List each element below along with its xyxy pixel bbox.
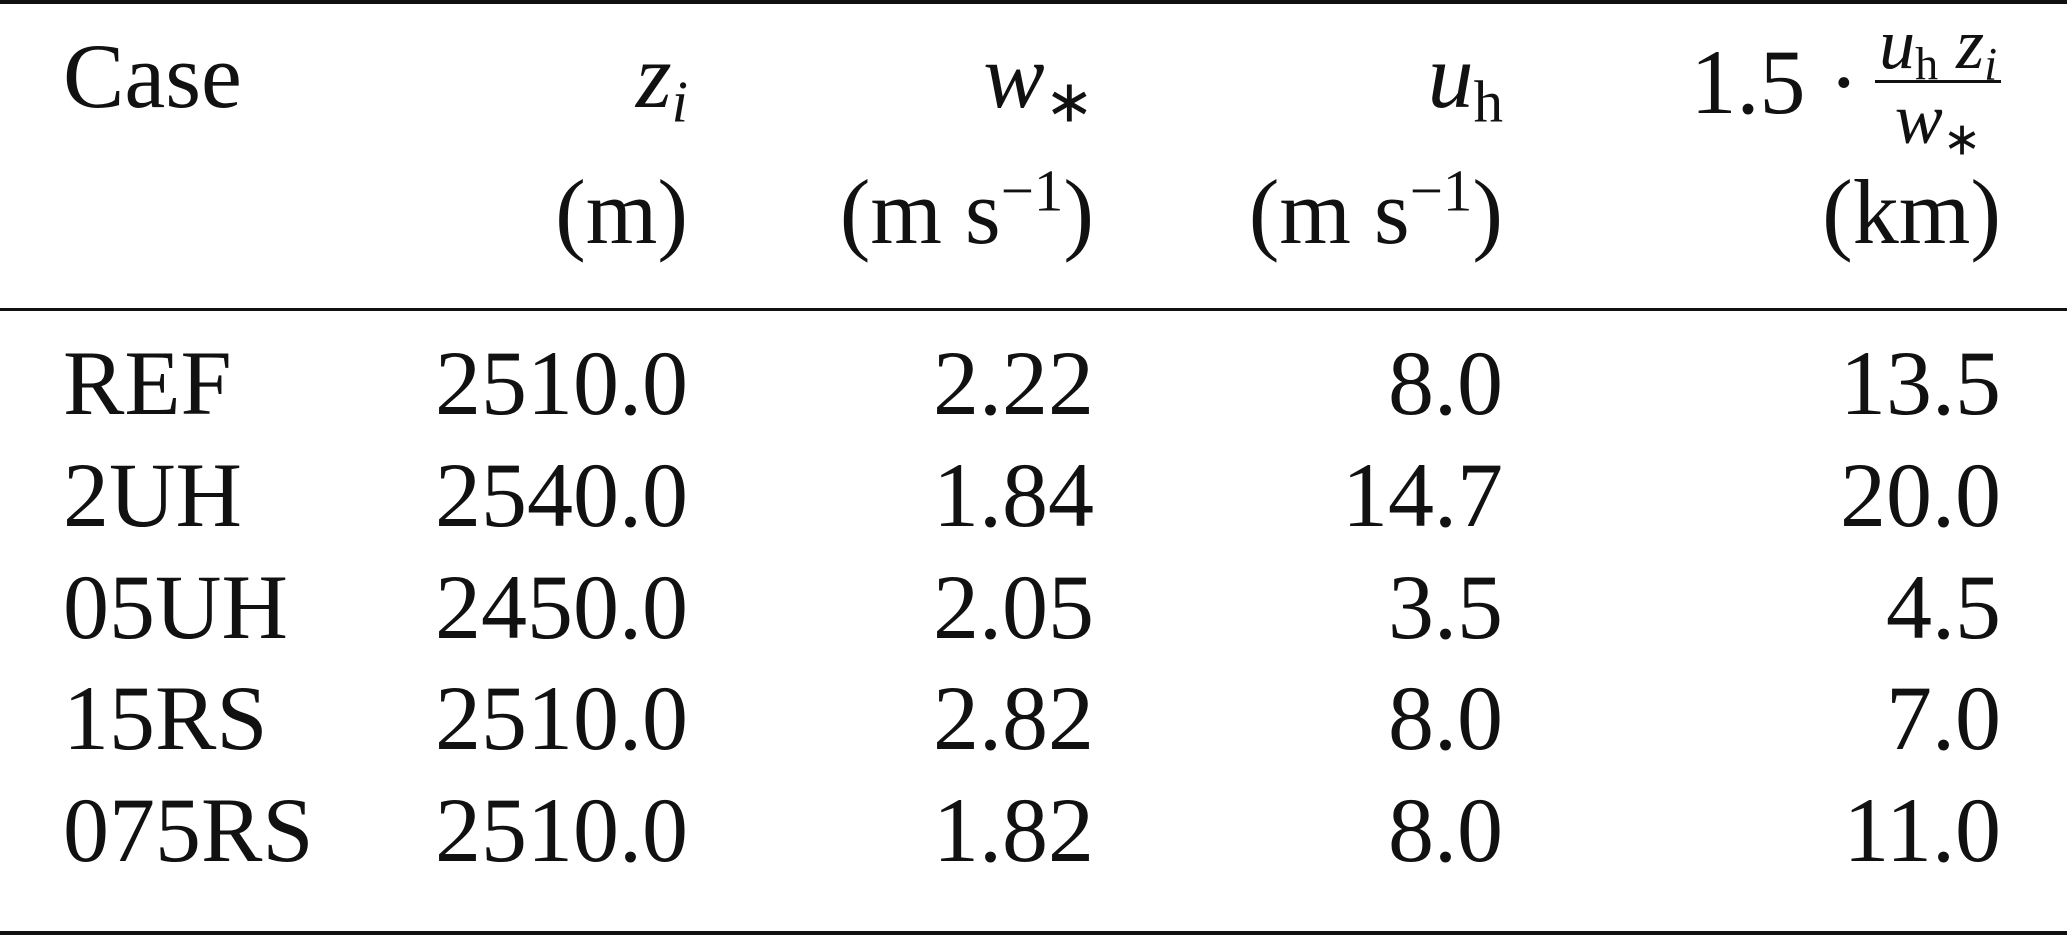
header-unit: (m s−1): [840, 162, 1094, 258]
value-cell: 7.0: [1886, 667, 2001, 769]
value-cell: 13.5: [1840, 332, 2001, 434]
value-cell: 1.82: [933, 779, 1094, 881]
value-cell: 2.22: [933, 332, 1094, 434]
case-cell: REF: [63, 332, 232, 434]
case-cell: 2UH: [63, 444, 242, 546]
symbol-sub: ∗: [1044, 69, 1094, 135]
header-formula: 1.5 · uh zi w∗: [1690, 8, 2001, 162]
unit-sup: −1: [1409, 158, 1473, 224]
symbol-sub: i: [1984, 38, 1997, 90]
mid-rule: [0, 308, 2067, 311]
unit-end: ): [1063, 161, 1094, 263]
value-cell: 2510.0: [435, 667, 688, 769]
header-unit: (m): [555, 161, 688, 263]
unit-text: (m s: [1248, 161, 1410, 263]
header-unit: (km): [1822, 161, 2001, 263]
symbol-sub: ∗: [1942, 113, 1982, 165]
symbol-base: z: [635, 25, 672, 127]
symbol-base: u: [1879, 4, 1916, 84]
value-cell: 2450.0: [435, 556, 688, 658]
symbol-sub: h: [1473, 69, 1503, 135]
numerator: uh zi: [1875, 8, 2001, 87]
value-cell: 8.0: [1388, 667, 1503, 769]
denominator: w∗: [1895, 83, 1982, 162]
case-cell: 05UH: [63, 556, 288, 658]
value-cell: 2540.0: [435, 444, 688, 546]
unit-sup: −1: [1000, 158, 1064, 224]
value-cell: 1.84: [933, 444, 1094, 546]
case-cell: 075RS: [63, 779, 314, 881]
symbol-base: w: [1894, 79, 1943, 159]
header-symbol: w∗: [983, 30, 1094, 132]
symbol-base: u: [1427, 25, 1474, 127]
header-case: Case: [63, 25, 242, 127]
top-rule: [0, 0, 2067, 4]
fraction: uh zi w∗: [1875, 8, 2001, 162]
symbol-base: w: [983, 25, 1045, 127]
value-cell: 3.5: [1388, 556, 1503, 658]
value-cell: 2.05: [933, 556, 1094, 658]
symbol-base: z: [1956, 4, 1985, 84]
value-cell: 2.82: [933, 667, 1094, 769]
value-cell: 11.0: [1843, 779, 2001, 881]
symbol-sub: i: [671, 69, 688, 135]
unit-end: ): [1472, 161, 1503, 263]
header-symbol: uh: [1428, 30, 1503, 132]
symbol-sub: h: [1915, 38, 1939, 90]
formula-prefix: 1.5 ·: [1690, 30, 1860, 133]
bottom-rule: [0, 931, 2067, 935]
case-cell: 15RS: [63, 667, 268, 769]
value-cell: 14.7: [1342, 444, 1503, 546]
value-cell: 2510.0: [435, 779, 688, 881]
value-cell: 4.5: [1886, 556, 2001, 658]
value-cell: 20.0: [1840, 444, 2001, 546]
header-symbol: zi: [636, 30, 688, 132]
value-cell: 8.0: [1388, 779, 1503, 881]
unit-text: (m s: [839, 161, 1001, 263]
value-cell: 8.0: [1388, 332, 1503, 434]
header-unit: (m s−1): [1249, 162, 1503, 258]
value-cell: 2510.0: [435, 332, 688, 434]
